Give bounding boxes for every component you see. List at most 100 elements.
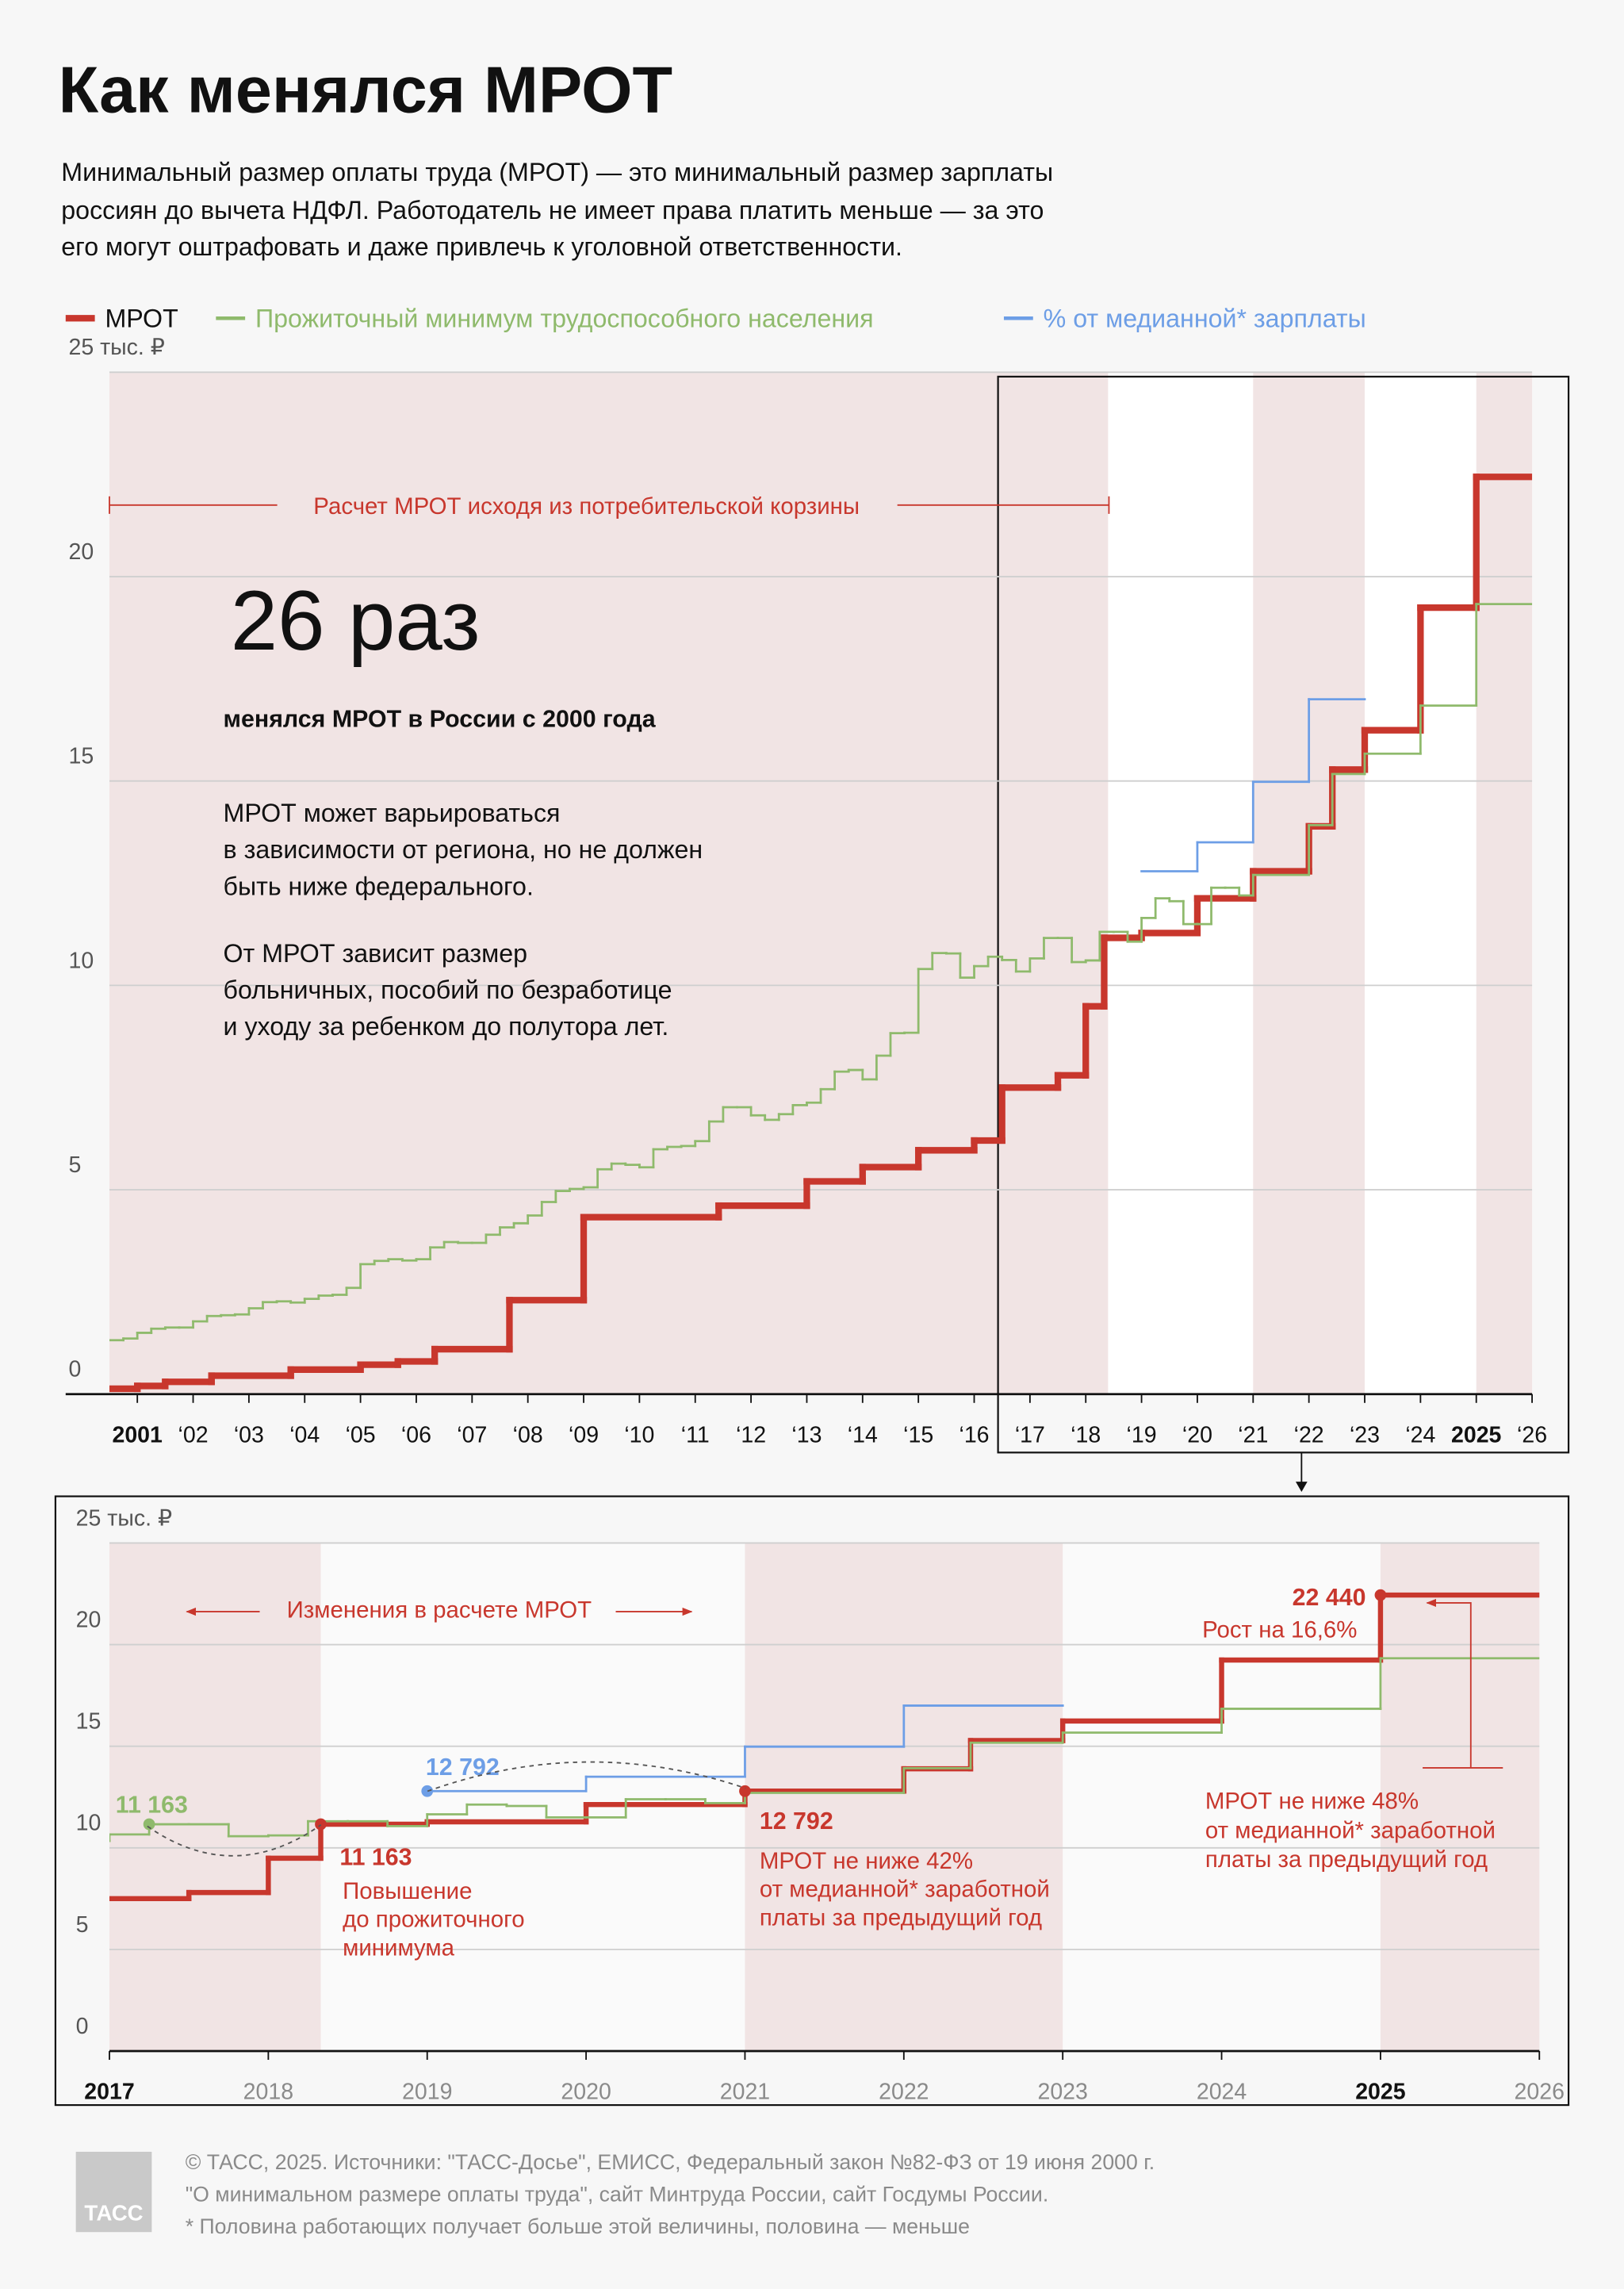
x-tick-label: ‘11 (681, 1422, 710, 1447)
point-note: платы за предыдущий год (760, 1905, 1042, 1931)
x-tick-label: ‘22 (1294, 1422, 1324, 1447)
side-note: платы за предыдущий год (1205, 1846, 1488, 1873)
plot-area (109, 1592, 1540, 1902)
connector (147, 1823, 322, 1857)
plot-area (109, 474, 1533, 1393)
point-note: Повышение (343, 1878, 472, 1904)
big-number: 26 раз (231, 573, 481, 668)
x-tick-label: ‘02 (178, 1422, 209, 1447)
x-tick-label: ‘06 (401, 1422, 431, 1447)
point-label: 22 440 (1293, 1585, 1366, 1611)
x-tick-label: 2001 (112, 1422, 163, 1447)
note-line: и уходу за ребенком до полутора лет. (224, 1012, 669, 1041)
point-label: 12 792 (426, 1754, 500, 1781)
x-tick-label: ‘24 (1405, 1422, 1435, 1447)
description: его могут оштрафовать и даже привлечь к … (61, 232, 902, 261)
x-tick-label: 2018 (243, 2080, 293, 2105)
y-tick-label: 25 тыс. ₽ (68, 335, 164, 360)
point-note: Рост на 16,6% (1202, 1616, 1357, 1643)
note-line: От МРОТ зависит размер (224, 939, 528, 968)
side-note: от медианной* заработной (1205, 1817, 1496, 1843)
x-tick-label: ‘16 (959, 1422, 989, 1447)
note-line: в зависимости от региона, но не должен (224, 835, 703, 864)
x-tick-label: 2024 (1197, 2080, 1247, 2105)
point-note: до прожиточного (343, 1907, 525, 1933)
point-marker (1374, 1589, 1387, 1601)
x-tick-label: ‘26 (1517, 1422, 1547, 1447)
y-tick-label: 5 (68, 1152, 81, 1178)
x-tick-label: ‘05 (346, 1422, 376, 1447)
legend-label: Прожиточный минимум трудоспособного насе… (255, 304, 874, 332)
footer-line: © ТАСС, 2025. Источники: "ТАСС-Досье", Е… (186, 2150, 1155, 2174)
point-marker (421, 1785, 434, 1797)
x-tick-label: ‘14 (848, 1422, 878, 1447)
y-tick-label: 0 (68, 1357, 81, 1382)
main-chart-background (109, 372, 1533, 1394)
x-tick-label: ‘20 (1182, 1422, 1212, 1447)
point-note: МРОТ не ниже 42% (760, 1848, 973, 1874)
series (109, 603, 1533, 1342)
y-tick-label: 20 (76, 1607, 102, 1632)
series (1140, 698, 1366, 872)
y-tick-label: 25 тыс. ₽ (76, 1505, 172, 1531)
y-tick-label: 5 (76, 1912, 89, 1938)
x-tick-label: 2022 (879, 2080, 929, 2105)
logo (75, 2151, 152, 2233)
point-marker (143, 1818, 155, 1831)
x-tick-label: 2017 (84, 2080, 134, 2105)
period-band (109, 372, 1109, 1394)
note-line: быть ниже федерального. (224, 872, 534, 900)
footer-line: * Половина работающих получает больше эт… (186, 2214, 970, 2238)
x-tick-label: ‘04 (289, 1422, 320, 1447)
note-line: МРОТ может варьироваться (224, 799, 561, 827)
side-note: МРОТ не ниже 48% (1205, 1788, 1419, 1814)
x-tick-label: ‘08 (513, 1422, 543, 1447)
y-tick-label: 15 (76, 1709, 102, 1735)
x-tick-label: 2025 (1355, 2080, 1406, 2105)
period-band (745, 1543, 1063, 2051)
inset-chart-background (54, 1495, 1570, 2107)
x-tick-label: ‘21 (1238, 1422, 1268, 1447)
y-tick-label: 15 (68, 744, 94, 769)
connector (427, 1761, 746, 1792)
point-label: 12 792 (760, 1808, 833, 1835)
x-tick-label: ‘07 (457, 1422, 487, 1447)
x-tick-label: ‘13 (791, 1422, 822, 1447)
x-tick-label: 2025 (1451, 1422, 1502, 1447)
x-tick-label: ‘15 (903, 1422, 933, 1447)
description: Минимальный размер оплаты труда (МРОТ) —… (61, 158, 1053, 186)
period-band (1380, 1543, 1540, 2051)
span-note: Изменения в расчете МРОТ (287, 1597, 592, 1623)
x-tick-label: ‘18 (1071, 1422, 1101, 1447)
point-note: минимума (343, 1935, 455, 1961)
side-arrow (1423, 1603, 1503, 1769)
x-tick-label: 2019 (402, 2080, 452, 2105)
zoom-arrow-head (1295, 1482, 1308, 1493)
x-tick-label: 2026 (1515, 2080, 1565, 2105)
point-label: 11 163 (116, 1792, 188, 1818)
legend-label: МРОТ (105, 304, 178, 332)
page-title: Как менялся МРОТ (59, 53, 673, 127)
point-note: от медианной* заработной (760, 1877, 1050, 1903)
big-number-caption: менялся МРОТ в России с 2000 года (224, 707, 657, 733)
period-band (109, 1543, 321, 2051)
x-tick-label: ‘03 (234, 1422, 264, 1447)
y-tick-label: 20 (68, 539, 94, 565)
point-marker (315, 1818, 327, 1831)
span-note: Расчет МРОТ исходя из потребительской ко… (313, 493, 860, 520)
note-line: больничных, пособий по безработице (224, 976, 672, 1004)
x-tick-label: ‘19 (1127, 1422, 1157, 1447)
logo-text: ТАСС (84, 2200, 143, 2225)
zoom-frame (997, 375, 1570, 1454)
x-tick-label: 2021 (720, 2080, 770, 2105)
y-tick-label: 10 (76, 1811, 102, 1836)
point-marker (739, 1785, 751, 1797)
x-tick-label: 2023 (1037, 2080, 1087, 2105)
x-tick-label: 2020 (561, 2080, 611, 2105)
x-tick-label: ‘12 (736, 1422, 766, 1447)
footer-line: "О минимальном размере оплаты труда", са… (186, 2183, 1049, 2207)
y-tick-label: 0 (76, 2014, 89, 2039)
legend-label: % от медианной* зарплаты (1044, 304, 1366, 332)
y-tick-label: 10 (68, 948, 94, 973)
